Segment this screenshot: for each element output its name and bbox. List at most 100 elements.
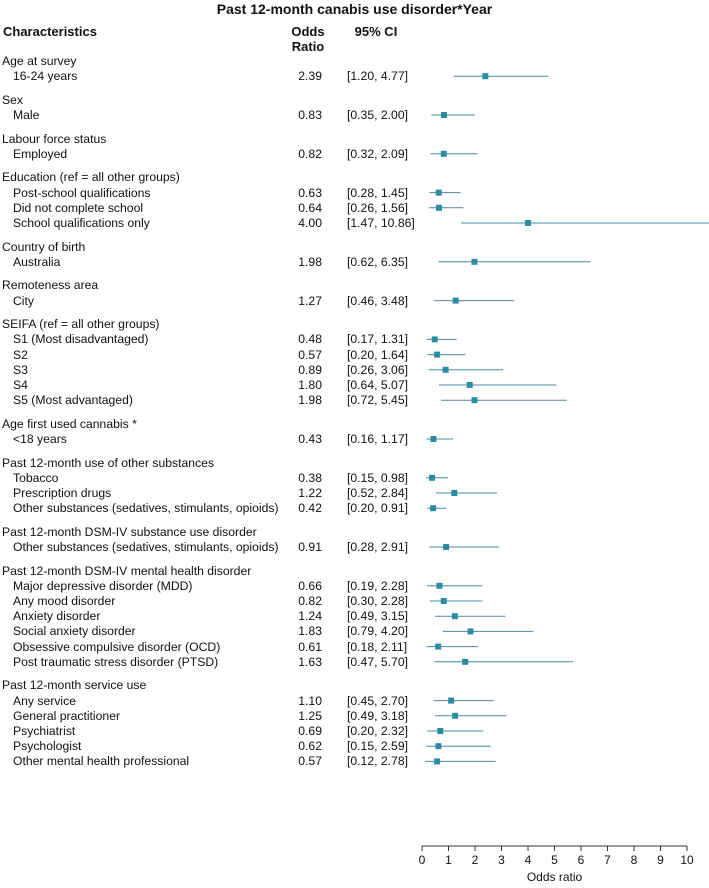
x-axis-label: Odds ratio	[527, 870, 583, 884]
row-label: General practitioner	[13, 708, 121, 723]
odds-ratio-marker	[471, 397, 478, 404]
group-heading: Remoteness area	[2, 278, 99, 293]
odds-ratio-marker	[525, 220, 531, 226]
row-label: Obsessive compulsive disorder (OCD)	[13, 639, 221, 654]
header-odds-ratio-line1: Odds	[291, 24, 325, 39]
row-label: Any service	[13, 693, 76, 708]
ci-value: [0.15, 0.98]	[347, 470, 408, 485]
row-label: Male	[13, 108, 40, 122]
odds-ratio-value: 0.57	[298, 754, 322, 769]
odds-ratio-value: 0.61	[298, 639, 322, 654]
group-heading: Past 12-month DSM-IV mental health disor…	[2, 563, 252, 578]
odds-ratio-marker	[471, 258, 478, 265]
row-label: Employed	[13, 146, 68, 161]
odds-ratio-value: 0.89	[298, 362, 322, 377]
odds-ratio-marker	[452, 712, 459, 719]
odds-ratio-marker	[429, 474, 436, 481]
odds-ratio-marker	[442, 366, 449, 373]
odds-ratio-value: 1.22	[298, 486, 322, 500]
x-tick-label: 8	[631, 853, 638, 867]
odds-ratio-value: 0.43	[298, 432, 322, 446]
row-label: Psychiatrist	[13, 724, 76, 738]
ci-value: [0.49, 3.18]	[347, 708, 408, 723]
odds-ratio-marker	[435, 204, 442, 211]
odds-ratio-marker	[440, 112, 447, 118]
group-heading: Labour force status	[2, 131, 107, 146]
ci-value: [0.64, 5.07]	[347, 378, 408, 392]
group-heading: Past 12-month DSM-IV substance use disor…	[2, 524, 257, 539]
x-tick-label: 7	[604, 853, 611, 867]
odds-ratio-value: 0.82	[298, 146, 322, 161]
row-label: Anxiety disorder	[13, 609, 101, 624]
ci-value: [0.52, 2.84]	[347, 486, 408, 500]
ci-value: [0.20, 0.91]	[347, 501, 408, 516]
ci-value: [1.47, 10.86]	[347, 216, 415, 230]
odds-ratio-value: 1.80	[298, 378, 322, 392]
odds-ratio-value: 0.63	[298, 185, 322, 200]
odds-ratio-value: 1.27	[298, 293, 322, 308]
x-tick-label: 5	[551, 853, 558, 867]
ci-value: [0.28, 2.91]	[347, 540, 408, 554]
row-label: <18 years	[13, 432, 67, 446]
x-tick-label: 3	[498, 853, 505, 867]
odds-ratio-value: 0.57	[298, 347, 322, 362]
odds-ratio-marker	[452, 297, 459, 304]
odds-ratio-marker	[443, 544, 450, 550]
header-ci: 95% CI	[354, 24, 398, 39]
ci-value: [0.19, 2.28]	[347, 578, 408, 593]
header-characteristics: Characteristics	[3, 24, 97, 39]
odds-ratio-value: 2.39	[298, 69, 322, 84]
row-label: Other substances (sedatives, stimulants,…	[13, 501, 279, 516]
ci-value: [0.15, 2.59]	[347, 739, 408, 754]
odds-ratio-value: 0.64	[298, 200, 322, 215]
odds-ratio-marker	[440, 598, 447, 604]
group-heading: Past 12-month use of other substances	[2, 455, 215, 470]
odds-ratio-value: 0.62	[298, 739, 322, 754]
odds-ratio-value: 0.48	[298, 332, 322, 347]
odds-ratio-marker	[466, 382, 473, 388]
odds-ratio-value: 0.42	[298, 501, 322, 516]
row-label: S2	[13, 347, 28, 362]
odds-ratio-value: 0.82	[298, 594, 322, 608]
odds-ratio-value: 0.69	[298, 724, 322, 738]
odds-ratio-marker	[448, 697, 455, 704]
header-odds-ratio: Odds Ratio	[278, 24, 338, 54]
row-label: Did not complete school	[13, 200, 144, 215]
row-label: Post-school qualifications	[13, 185, 151, 200]
row-label: Other mental health professional	[13, 754, 190, 769]
ci-value: [0.79, 4.20]	[347, 624, 408, 639]
odds-ratio-value: 4.00	[298, 216, 322, 230]
odds-ratio-marker	[435, 189, 442, 196]
odds-ratio-marker	[482, 73, 489, 80]
odds-ratio-value: 0.83	[298, 108, 322, 122]
ci-value: [1.20, 4.77]	[347, 69, 408, 84]
ci-value: [0.32, 2.09]	[347, 146, 408, 161]
ci-value: [0.49, 3.15]	[347, 609, 408, 624]
x-tick-label: 4	[525, 853, 532, 867]
odds-ratio-value: 1.83	[298, 624, 322, 639]
group-heading: SEIFA (ref = all other groups)	[2, 317, 160, 332]
x-tick-label: 10	[680, 853, 694, 867]
ci-value: [0.35, 2.00]	[347, 108, 408, 122]
ci-value: [0.20, 2.32]	[347, 724, 408, 738]
group-heading: Age at survey	[2, 54, 77, 68]
row-label: S5 (Most advantaged)	[13, 393, 133, 408]
row-label: Post traumatic stress disorder (PTSD)	[13, 654, 219, 669]
x-tick-label: 6	[578, 853, 585, 867]
row-label: S1 (Most disadvantaged)	[13, 332, 149, 347]
odds-ratio-value: 1.24	[298, 609, 322, 624]
odds-ratio-value: 1.10	[298, 693, 322, 708]
odds-ratio-marker	[431, 336, 438, 343]
odds-ratio-value: 1.98	[298, 254, 322, 269]
header-odds-ratio-line2: Ratio	[291, 39, 325, 54]
x-tick-label: 1	[445, 853, 452, 867]
odds-ratio-value: 1.25	[298, 708, 322, 723]
x-tick-label: 9	[657, 853, 664, 867]
row-label: School qualifications only	[13, 216, 150, 230]
row-label: Australia	[13, 254, 61, 269]
row-label: Major depressive disorder (MDD)	[13, 578, 193, 593]
group-heading: Country of birth	[2, 239, 86, 254]
ci-value: [0.30, 2.28]	[347, 594, 408, 608]
odds-ratio-marker	[430, 505, 437, 512]
